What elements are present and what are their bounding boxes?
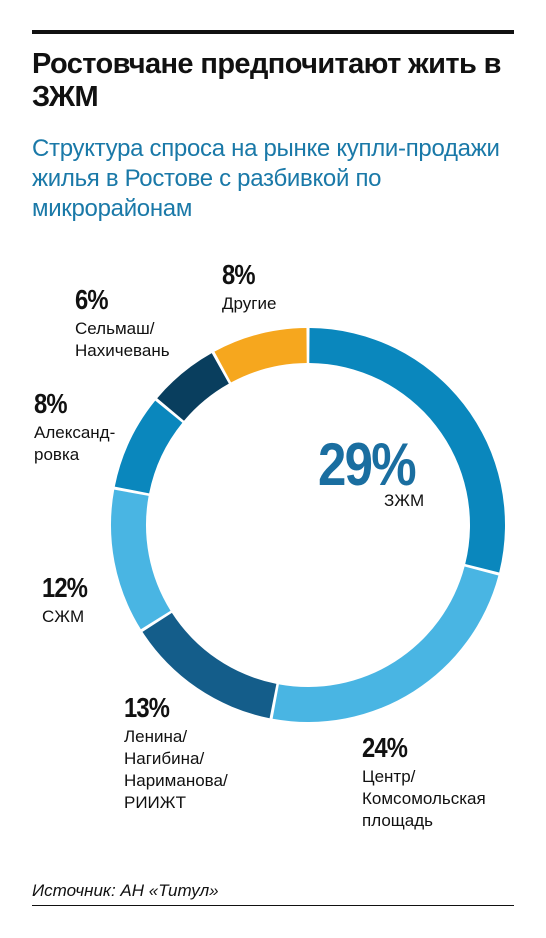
slice-category-label-1: ЗЖМ xyxy=(384,491,424,510)
top-rule xyxy=(32,30,514,34)
slice-category-label-5: Александ- xyxy=(34,423,115,442)
chart-title: Ростовчане предпочитают жить в ЗЖМ xyxy=(32,48,501,113)
donut-slice-1 xyxy=(309,328,506,573)
donut-chart: 29%ЗЖМ 24% Центр/Комсомольская площадь 13% Ле… xyxy=(34,258,506,830)
donut-slice-7 xyxy=(214,328,307,383)
slice-value-label-2: 24% xyxy=(362,731,408,763)
donut-slice-2 xyxy=(272,566,499,722)
donut-slice-6 xyxy=(157,353,229,421)
slice-category-label-3: Нариманова/ xyxy=(124,771,228,790)
donut-slice-3 xyxy=(142,612,277,719)
slice-category-label-6: Сельмаш/ xyxy=(75,319,155,338)
slice-category-label-7: Другие xyxy=(222,294,276,313)
source-note: Источник: АН «Титул» xyxy=(32,881,219,900)
donut-slice-4 xyxy=(110,489,171,630)
slice-value-label-7: 8% xyxy=(222,258,255,290)
slice-category-label-3: Ленина/ xyxy=(124,727,187,746)
slice-category-label-5: ровка xyxy=(34,445,80,464)
slice-category-label-2: Комсомольская xyxy=(362,789,486,808)
slice-category-label-3: Нагибина/ xyxy=(124,749,205,768)
bottom-rule xyxy=(32,905,514,906)
donut-slice-5 xyxy=(114,400,183,494)
slice-category-label-4: СЖМ xyxy=(42,607,84,626)
slice-value-label-1: 29% xyxy=(318,431,416,498)
slice-value-label-5: 8% xyxy=(34,387,67,419)
slice-value-label-6: 6% xyxy=(75,283,108,315)
slice-category-label-2: Центр/ xyxy=(362,767,416,786)
slice-category-label-3: РИИЖТ xyxy=(124,793,186,812)
chart-subtitle: Структура спроса на рынке купли-продажи … xyxy=(32,135,500,222)
slice-category-label-2: площадь xyxy=(362,811,433,830)
slice-category-label-6: Нахичевань xyxy=(75,341,170,360)
slice-value-label-4: 12% xyxy=(42,571,88,603)
slice-value-label-3: 13% xyxy=(124,691,170,723)
